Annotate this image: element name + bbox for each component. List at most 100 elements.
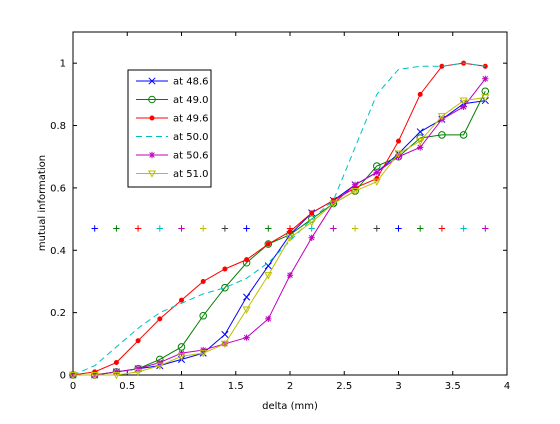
series-line: [72, 62, 486, 376]
data-point: [113, 368, 120, 376]
x-tick-label: 0.5: [119, 381, 135, 392]
legend-label: at 51.0: [173, 169, 209, 180]
legend-label: at 49.0: [173, 95, 209, 106]
data-point: [351, 187, 360, 196]
plus-marker: [200, 225, 207, 232]
x-tick-label: 1.5: [228, 381, 244, 392]
series-line: [73, 78, 486, 376]
plus-marker: [134, 225, 142, 232]
data-point: [482, 75, 489, 82]
data-point: [156, 359, 163, 366]
data-point: [177, 353, 186, 361]
plot-content: [68, 60, 490, 380]
data-point: [286, 272, 294, 279]
plus-marker: [460, 225, 467, 232]
data-point: [199, 350, 208, 358]
legend-marker: [149, 115, 155, 121]
data-point: [438, 131, 446, 139]
data-point: [134, 368, 143, 377]
x-tick-label: 0: [70, 381, 76, 392]
plus-marker: [373, 225, 380, 232]
data-point: [416, 138, 425, 146]
x-tick-label: 2.5: [336, 381, 352, 392]
data-point: [417, 91, 423, 97]
x-tick-label: 4: [504, 381, 510, 392]
legend-label: at 50.0: [173, 132, 209, 143]
plus-marker: [178, 225, 185, 232]
data-point: [329, 200, 338, 208]
legend-box: [127, 69, 212, 188]
plus-marker: [113, 225, 120, 232]
data-point: [157, 316, 163, 322]
y-tick-label: 0.6: [50, 183, 66, 194]
data-point: [222, 266, 228, 272]
data-point: [200, 278, 206, 284]
plus-marker: [351, 225, 359, 232]
data-point: [244, 257, 250, 263]
x-tick-label: 3: [395, 381, 401, 392]
data-point: [243, 334, 250, 341]
data-point: [264, 272, 273, 280]
data-point: [221, 283, 229, 292]
plus-marker: [482, 225, 489, 232]
data-point: [416, 128, 424, 136]
data-point: [307, 219, 316, 227]
series-line: [72, 62, 486, 376]
plus-marker: [438, 225, 446, 232]
plus-marker: [243, 225, 250, 232]
y-tick-label: 0.4: [50, 246, 66, 257]
plus-marker: [330, 225, 337, 232]
data-point: [199, 311, 207, 320]
legend-marker: [148, 95, 156, 104]
plus-marker: [156, 225, 163, 232]
y-tick-label: 0.8: [50, 121, 66, 132]
data-point: [155, 362, 164, 370]
data-point: [308, 234, 315, 241]
plus-marker: [221, 225, 229, 232]
series-4: [72, 62, 486, 376]
data-point: [242, 306, 251, 314]
y-axis-label: mutual information: [37, 155, 48, 251]
legend-label: at 48.6: [173, 77, 209, 88]
data-point: [394, 150, 403, 158]
data-point: [309, 210, 315, 216]
x-tick-label: 1: [178, 381, 184, 392]
plus-marker: [91, 225, 98, 232]
data-point: [243, 293, 251, 301]
legend-label: at 49.6: [173, 114, 209, 125]
legend-label: at 50.6: [173, 151, 209, 162]
data-point: [265, 315, 272, 323]
x-tick-label: 2: [287, 381, 293, 392]
y-tick-label: 1: [60, 59, 66, 70]
data-point: [221, 330, 229, 339]
legend-marker: [147, 170, 157, 178]
series-5: [69, 75, 489, 379]
data-point: [112, 371, 121, 380]
data-point: [395, 138, 401, 144]
y-tick-label: 0: [60, 371, 66, 382]
legend-marker: [148, 151, 156, 159]
plus-marker: [395, 225, 402, 232]
data-point: [113, 360, 119, 366]
plus-marker: [417, 225, 424, 232]
data-point: [285, 234, 295, 243]
data-point: [135, 338, 141, 344]
data-point: [373, 169, 380, 176]
data-point: [178, 349, 185, 357]
legend-marker: [148, 77, 156, 85]
data-point: [437, 113, 446, 121]
series-6: [68, 94, 490, 380]
axis-ticks: 0 0.5 1 1.5 2 2.5 3 3.5 4 0 0.2 0.4 0.6 0.8 1: [50, 32, 510, 392]
data-point: [459, 97, 468, 105]
data-point: [179, 297, 185, 303]
data-point: [460, 103, 467, 111]
data-point: [220, 340, 229, 349]
data-point: [287, 229, 293, 235]
data-point: [351, 181, 359, 188]
data-point: [372, 178, 381, 186]
data-point: [459, 131, 468, 139]
legend: at 48.6 at 49.0 at 49.6 at 50.0 at 50.6 at 51…: [127, 69, 212, 188]
plus-marker: [265, 225, 272, 232]
data-point: [134, 365, 142, 372]
